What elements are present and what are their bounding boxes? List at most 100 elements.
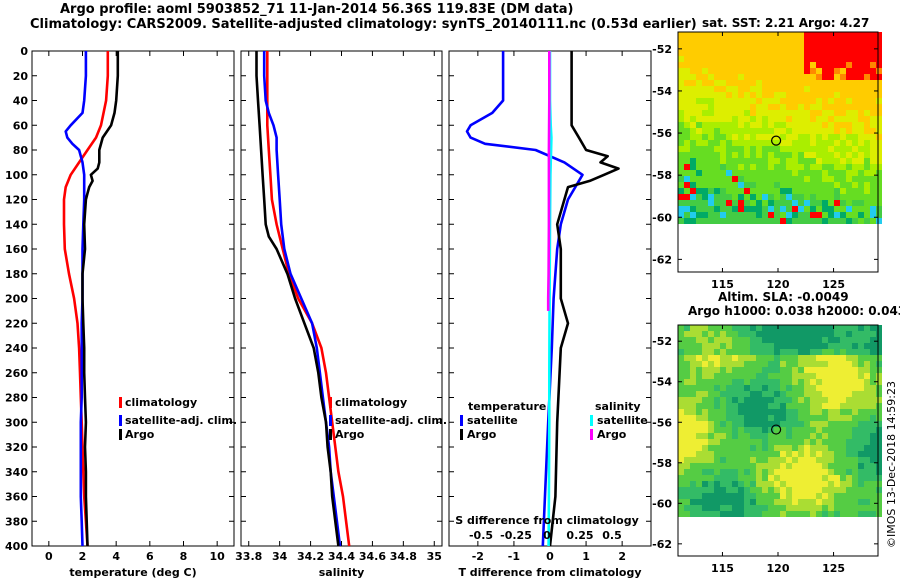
sst-map-cell xyxy=(720,200,726,206)
sst-map-cell xyxy=(762,176,768,182)
sla-map-cell xyxy=(852,349,858,355)
sst-map-cell xyxy=(690,140,696,146)
sla-map-cell xyxy=(678,349,684,355)
sla-map-cell xyxy=(708,337,714,343)
sst-map-cell xyxy=(732,182,738,188)
sla-map-cell xyxy=(786,361,792,367)
sst-map-cell xyxy=(804,200,810,206)
sla-map-cell xyxy=(768,403,774,409)
sst-map-cell xyxy=(738,176,744,182)
sst-map-cell xyxy=(696,110,702,116)
sla-map-cell xyxy=(702,505,708,511)
sla-map-cell xyxy=(726,349,732,355)
sst-map-cell xyxy=(786,188,792,194)
difference-series-s-argo xyxy=(546,51,551,311)
sla-map-cell xyxy=(720,385,726,391)
sst-map-cell xyxy=(762,110,768,116)
sla-map-cell xyxy=(762,403,768,409)
sla-map-cell xyxy=(726,481,732,487)
sst-lat-label: -56 xyxy=(652,127,672,140)
sst-map-cell xyxy=(792,116,798,122)
sst-map-cell xyxy=(738,140,744,146)
sla-map-cell xyxy=(720,493,726,499)
sst-map-cell xyxy=(756,176,762,182)
sla-map-cell xyxy=(852,391,858,397)
salinity-legend-swatch xyxy=(329,415,332,426)
sst-map-cell xyxy=(780,212,786,218)
sst-map-cell xyxy=(822,44,828,50)
sla-map-cell xyxy=(792,331,798,337)
sst-map-cell xyxy=(840,56,846,62)
sst-map-cell xyxy=(696,158,702,164)
sst-map-cell xyxy=(846,152,852,158)
sst-map-cell xyxy=(834,98,840,104)
sla-map-cell xyxy=(858,409,864,415)
sla-map-cell xyxy=(714,361,720,367)
sla-map-cell xyxy=(774,457,780,463)
sst-map-cell xyxy=(816,80,822,86)
sst-map-cell xyxy=(810,164,816,170)
sst-map-cell xyxy=(768,56,774,62)
sst-map-cell xyxy=(840,128,846,134)
sst-map-cell xyxy=(828,122,834,128)
sst-map-cell xyxy=(678,158,684,164)
sst-map-cell xyxy=(786,206,792,212)
sst-map-cell xyxy=(678,128,684,134)
sla-map-cell xyxy=(690,403,696,409)
sst-map-cell xyxy=(714,56,720,62)
sla-map-cell xyxy=(714,469,720,475)
sla-map-cell xyxy=(870,397,876,403)
sst-map-cell xyxy=(702,92,708,98)
sst-map-cell xyxy=(738,80,744,86)
sla-map-cell xyxy=(816,415,822,421)
sla-map-cell xyxy=(846,421,852,427)
sla-map-cell xyxy=(702,325,708,331)
sla-map-cell xyxy=(798,445,804,451)
sla-map-cell xyxy=(858,451,864,457)
sla-map-cell xyxy=(816,385,822,391)
sst-map-cell xyxy=(738,146,744,152)
sst-map-cell xyxy=(822,56,828,62)
sst-map-cell xyxy=(864,188,870,194)
sst-map-cell xyxy=(840,92,846,98)
sla-map-cell xyxy=(714,409,720,415)
sla-map-cell xyxy=(738,451,744,457)
sla-map-cell xyxy=(756,427,762,433)
sla-map-cell xyxy=(690,343,696,349)
sla-map-cell xyxy=(870,487,876,493)
sla-map-cell xyxy=(786,397,792,403)
sla-map-cell xyxy=(732,457,738,463)
sst-lat-label: -62 xyxy=(652,253,672,266)
diff-legend-label: Argo xyxy=(467,428,497,441)
sla-map-cell xyxy=(852,337,858,343)
sst-map-cell xyxy=(786,68,792,74)
sst-map-cell xyxy=(870,170,876,176)
sst-map-cell xyxy=(678,200,684,206)
sst-map-cell xyxy=(864,128,870,134)
sst-map-cell xyxy=(792,194,798,200)
sst-map-cell xyxy=(864,134,870,140)
sst-map-cell xyxy=(690,182,696,188)
sst-map-cell xyxy=(726,200,732,206)
sla-map-cell xyxy=(834,415,840,421)
sla-map-cell xyxy=(756,481,762,487)
depth-tick-label: 40 xyxy=(13,95,29,108)
sla-map-cell xyxy=(732,421,738,427)
sla-map-cell xyxy=(684,403,690,409)
sla-map-cell xyxy=(732,415,738,421)
sst-map-cell xyxy=(816,122,822,128)
sst-map-cell xyxy=(762,188,768,194)
sst-map-cell xyxy=(750,176,756,182)
sst-map-cell xyxy=(822,170,828,176)
sst-map-cell xyxy=(714,218,720,224)
sla-map-cell xyxy=(726,439,732,445)
sst-map-cell xyxy=(798,134,804,140)
sla-map-cell xyxy=(762,499,768,505)
sst-map-cell xyxy=(834,212,840,218)
sla-map-cell xyxy=(744,349,750,355)
sst-map-cell xyxy=(834,134,840,140)
sla-map-cell xyxy=(708,439,714,445)
sla-map-cell xyxy=(726,463,732,469)
sla-map-cell xyxy=(738,493,744,499)
sla-map-cell xyxy=(756,367,762,373)
